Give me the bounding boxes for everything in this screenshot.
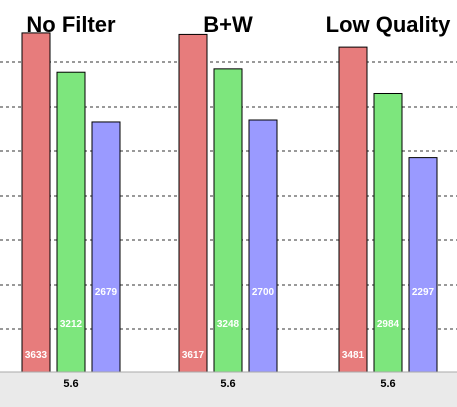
x-axis-band xyxy=(0,372,457,407)
category-title-no-filter: No Filter xyxy=(26,12,116,37)
value-label-low-quality-series-2: 2984 xyxy=(377,319,400,330)
value-label-low-quality-series-3: 2297 xyxy=(412,287,435,298)
value-label-bg xyxy=(340,348,366,360)
value-label-no-filter-series-3: 2679 xyxy=(95,287,118,298)
value-label-bg xyxy=(180,348,206,360)
bar-low-quality-series-1 xyxy=(338,46,368,373)
value-label-low-quality-series-1: 3481 xyxy=(342,350,365,361)
bar-low-quality-series-3 xyxy=(408,157,438,373)
bar-no-filter-series-1 xyxy=(21,32,51,373)
value-label-b-w-series-3: 2700 xyxy=(252,287,275,298)
x-tick-label: 5.6 xyxy=(220,378,235,390)
bar-b-w-series-1 xyxy=(178,33,208,373)
value-label-b-w-series-2: 3248 xyxy=(217,319,240,330)
x-tick-label: 5.6 xyxy=(380,378,395,390)
value-label-bg xyxy=(375,317,401,329)
x-tick-label: 5.6 xyxy=(63,378,78,390)
value-label-bg xyxy=(58,317,84,329)
bar-b-w-series-3 xyxy=(248,119,278,373)
value-labels-group: 3633 3212 2679 3617 3248 2700 3481 2984 2297 xyxy=(23,285,436,361)
category-title-low-quality: Low Quality xyxy=(326,12,451,37)
bar-no-filter-series-3 xyxy=(91,121,121,373)
x-tick-labels: 5.6 5.6 5.6 xyxy=(63,378,395,390)
category-title-b-w: B+W xyxy=(203,12,253,37)
value-label-no-filter-series-1: 3633 xyxy=(25,350,48,361)
bar-low-quality-series-2 xyxy=(373,92,403,373)
value-label-b-w-series-1: 3617 xyxy=(182,350,205,361)
value-label-no-filter-series-2: 3212 xyxy=(60,319,83,330)
value-label-bg xyxy=(23,348,49,360)
value-label-bg xyxy=(215,317,241,329)
value-label-bg xyxy=(250,285,276,297)
value-label-bg xyxy=(410,285,436,297)
group-titles: No Filter B+W Low Quality xyxy=(26,12,451,37)
value-label-bg xyxy=(93,285,119,297)
